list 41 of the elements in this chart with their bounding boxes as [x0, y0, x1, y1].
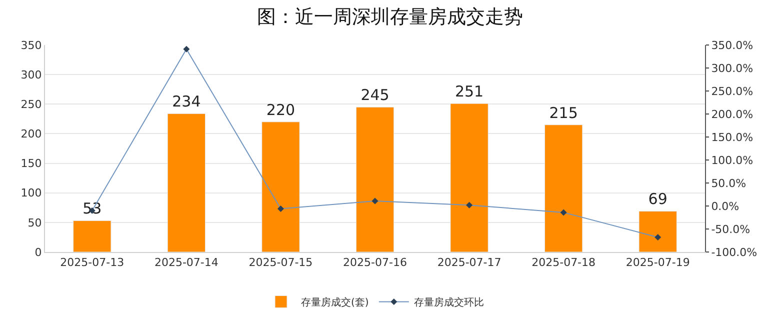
data-label: 245: [360, 86, 390, 104]
data-label: 251: [454, 82, 484, 101]
y2-tick-label: 300.0%: [711, 62, 754, 75]
y2-tick-label: -50.0%: [711, 222, 750, 236]
chart-title: 图：近一周深圳存量房成交走势: [257, 6, 523, 28]
bar: [73, 220, 112, 252]
y2-tick-label: 100.0%: [711, 154, 754, 167]
y2-tick-label: 350.0%: [711, 38, 754, 52]
x-tick-label: 2025-07-19: [626, 256, 690, 270]
x-tick-label: 2025-07-16: [343, 256, 407, 270]
x-tick-label: 2025-07-17: [437, 256, 502, 270]
y-tick-label: 200: [20, 128, 42, 141]
y-tick-label: 300: [20, 68, 42, 82]
data-label: 215: [549, 104, 578, 122]
y2-tick-label: 150.0%: [711, 130, 754, 144]
x-tick-label: 2025-07-14: [154, 256, 218, 270]
y2-tick-label: 250.0%: [711, 84, 754, 98]
y-tick-label: 250: [20, 98, 42, 111]
y-tick-label: 0: [34, 246, 42, 259]
bar: [544, 124, 583, 252]
y2-tick-label: -100.0%: [711, 246, 758, 259]
y2-tick-label: 50.0%: [711, 176, 746, 190]
data-label: 234: [172, 92, 201, 111]
bar: [262, 122, 300, 252]
y-tick-label: 150: [20, 157, 42, 170]
y-tick-label: 350: [20, 38, 42, 52]
y2-tick-label: 0.0%: [711, 200, 740, 213]
data-label: 69: [648, 190, 668, 208]
bar: [450, 103, 488, 252]
y-tick-label: 100: [20, 186, 42, 200]
y-tick-label: 50: [28, 216, 42, 230]
data-label: 220: [266, 100, 296, 119]
bar: [167, 113, 206, 252]
legend-label: 存量房成交(套): [301, 296, 369, 309]
bar: [638, 210, 677, 252]
bar: [356, 106, 394, 252]
x-tick-label: 2025-07-18: [532, 256, 596, 270]
x-tick-label: 2025-07-15: [248, 256, 313, 270]
x-tick-label: 2025-07-13: [60, 256, 124, 270]
legend-label: 存量房成交环比: [414, 296, 484, 309]
y2-tick-label: 200.0%: [711, 108, 754, 121]
